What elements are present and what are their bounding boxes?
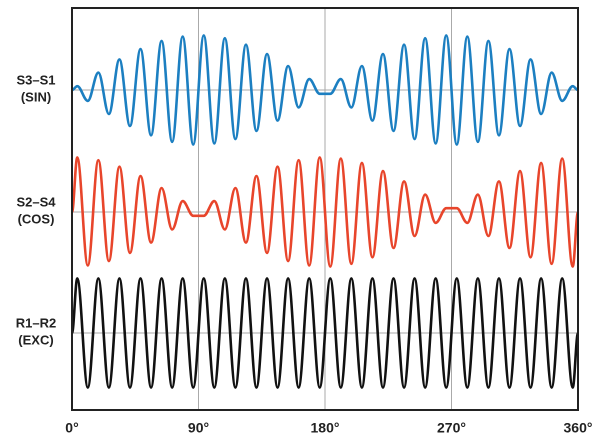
x-tick-label: 180° bbox=[311, 420, 340, 436]
series-sublabel: (EXC) bbox=[18, 332, 53, 347]
series-sublabel: (SIN) bbox=[21, 89, 51, 104]
series-label: S2–S4 bbox=[16, 194, 56, 209]
series-sublabel: (COS) bbox=[18, 211, 55, 226]
waveform bbox=[71, 34, 579, 146]
series-label: S3–S1 bbox=[16, 72, 55, 87]
waveform bbox=[70, 156, 580, 268]
x-tick-label: 90° bbox=[188, 420, 209, 436]
waveform bbox=[70, 277, 580, 389]
x-tick-label: 270° bbox=[437, 420, 466, 436]
x-tick-label: 360° bbox=[564, 420, 593, 436]
series-label: R1–R2 bbox=[16, 315, 56, 330]
plot-frame bbox=[71, 7, 579, 411]
x-tick-label: 0° bbox=[65, 420, 78, 436]
